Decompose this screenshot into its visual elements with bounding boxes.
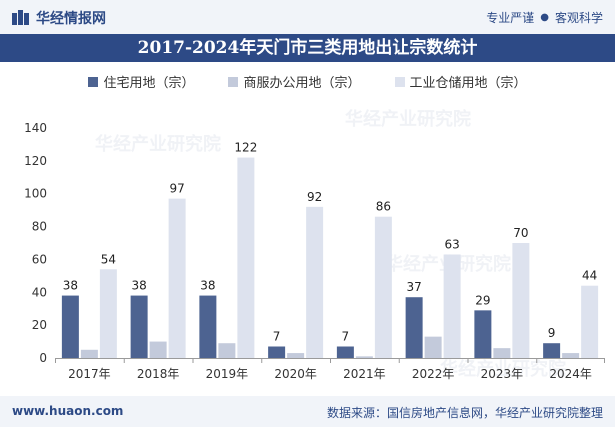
- bar-residential: [199, 295, 217, 358]
- data-label: 92: [307, 190, 322, 204]
- bar-industrial: [99, 269, 117, 358]
- title-bar: 2017-2024年天门市三类用地出让宗数统计: [0, 34, 615, 62]
- bar-residential: [336, 346, 354, 358]
- bar-commercial: [80, 349, 98, 358]
- y-tick-label: 20: [32, 318, 47, 332]
- data-label: 38: [131, 279, 146, 293]
- legend-label-residential: 住宅用地（宗）: [103, 76, 195, 91]
- legend-item-industrial: 工业仓储用地（宗）: [394, 72, 527, 91]
- bar-residential: [543, 343, 561, 358]
- x-tick-label: 2018年: [137, 367, 180, 381]
- footer-source: 数据来源：国信房地产信息网，华经产业研究院整理: [326, 406, 603, 420]
- data-label: 97: [169, 182, 184, 196]
- bar-commercial: [218, 343, 236, 358]
- tagline: 专业严谨 ● 客观科学: [486, 9, 603, 26]
- y-tick-label: 100: [24, 187, 47, 201]
- legend-label-industrial: 工业仓储用地（宗）: [409, 76, 527, 91]
- x-axis: 2017年 2018年 2019年 2020年 2021年 2022年 2023年 2024年: [55, 358, 605, 381]
- bar-residential: [474, 310, 492, 358]
- bar-residential: [405, 297, 423, 358]
- data-label: 38: [200, 279, 215, 293]
- bar-commercial: [424, 336, 442, 358]
- bar-industrial: [237, 157, 255, 358]
- bar-residential: [61, 295, 79, 358]
- brand: 华经情报网: [12, 8, 106, 28]
- y-tick-label: 40: [32, 285, 47, 299]
- legend-item-commercial: 商服办公用地（宗）: [228, 72, 361, 91]
- legend-label-commercial: 商服办公用地（宗）: [243, 76, 361, 91]
- bar-commercial: [355, 356, 373, 358]
- x-tick-label: 2017年: [68, 367, 111, 381]
- bullet-icon: ●: [540, 12, 549, 23]
- bar-industrial: [306, 206, 324, 358]
- x-tick-label: 2022年: [412, 367, 455, 381]
- data-label: 9: [548, 326, 556, 340]
- bar-residential: [268, 346, 286, 358]
- y-tick-label: 140: [24, 121, 47, 135]
- x-tick-label: 2024年: [549, 367, 592, 381]
- data-label: 38: [63, 279, 78, 293]
- bar-commercial: [493, 348, 511, 358]
- legend-swatch-commercial: [228, 76, 239, 87]
- bar-industrial: [581, 285, 599, 358]
- bar-commercial: [562, 353, 580, 358]
- bars: [61, 157, 599, 358]
- bar-commercial: [149, 341, 167, 358]
- data-label: 86: [376, 200, 391, 214]
- chart-title: 2017-2024年天门市三类用地出让宗数统计: [137, 38, 478, 58]
- bar-industrial: [443, 254, 461, 358]
- top-bar: 华经情报网 专业严谨 ● 客观科学: [0, 0, 615, 34]
- huajing-logo-icon: [12, 9, 30, 27]
- footer-website: www.huaon.com: [12, 404, 124, 418]
- tagline-2: 客观科学: [554, 11, 603, 25]
- brand-name: 华经情报网: [36, 11, 106, 27]
- x-tick-label: 2019年: [206, 367, 249, 381]
- x-tick-label: 2020年: [274, 367, 317, 381]
- bar-industrial: [168, 198, 186, 358]
- footer: www.huaon.com 数据来源：国信房地产信息网，华经产业研究院整理: [0, 396, 615, 427]
- data-label: 122: [234, 141, 257, 155]
- data-label: 7: [273, 330, 281, 344]
- data-label: 70: [513, 226, 528, 240]
- data-label: 54: [101, 252, 116, 266]
- bar-commercial: [287, 353, 305, 358]
- y-tick-label: 0: [39, 351, 47, 365]
- data-label: 37: [406, 280, 421, 294]
- y-tick-label: 120: [24, 154, 47, 168]
- data-label: 44: [582, 269, 597, 283]
- x-tick-label: 2023年: [481, 367, 524, 381]
- tagline-1: 专业严谨: [486, 11, 535, 25]
- legend-swatch-industrial: [394, 76, 405, 87]
- data-label: 63: [444, 238, 459, 252]
- bar-industrial: [374, 216, 392, 358]
- legend-swatch-residential: [88, 76, 99, 87]
- data-label: 7: [342, 330, 350, 344]
- y-axis: 0 20 40 60 80 100 120 140: [24, 121, 47, 365]
- bar-residential: [130, 295, 148, 358]
- y-tick-label: 60: [32, 252, 47, 266]
- bar-industrial: [512, 243, 530, 358]
- y-tick-label: 80: [32, 220, 47, 234]
- data-label: 29: [475, 293, 490, 307]
- legend: 住宅用地（宗） 商服办公用地（宗） 工业仓储用地（宗）: [0, 72, 615, 91]
- data-labels: 38 54 38 97 38 122 7 92 7 86 37 63 29 70 9 44: [63, 141, 598, 344]
- x-tick-label: 2021年: [343, 367, 386, 381]
- legend-item-residential: 住宅用地（宗）: [88, 72, 194, 91]
